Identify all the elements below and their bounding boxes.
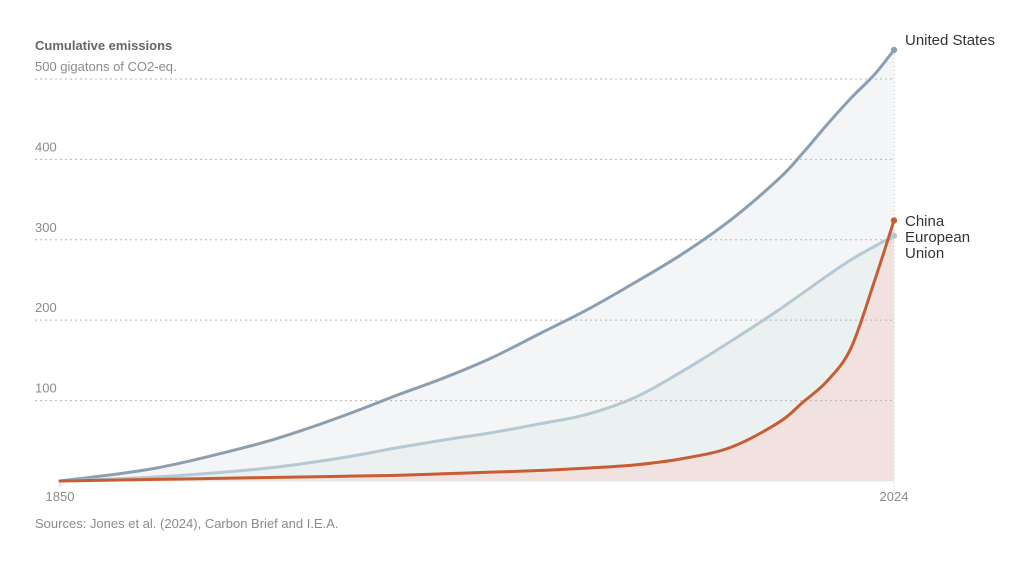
series-line-0 [58,48,896,483]
grid-lines [35,50,895,491]
series-label-1-0: European [905,229,970,246]
x-tick-label-1850: 1850 [46,489,75,504]
series-end-dot-0 [890,46,898,54]
chart-title: Cumulative emissions [35,38,172,53]
series-label-2-0: China [905,213,945,230]
series-fill-2 [60,220,894,481]
series-lines [58,46,898,483]
y-tick-label-500: 500 gigatons of CO2-eq. [35,59,177,74]
y-tick-label-400: 400 [35,139,57,154]
y-tick-label-300: 300 [35,220,57,235]
x-tick-label-2024: 2024 [880,489,909,504]
series-line-1 [58,234,896,483]
source-note: Sources: Jones et al. (2024), Carbon Bri… [35,516,339,531]
y-tick-label-200: 200 [35,300,57,315]
series-fills [60,50,894,481]
series-end-dot-1 [890,232,898,239]
series-end-dot-2 [890,217,898,224]
y-tick-label-100: 100 [35,381,57,396]
series-label-1-1: Union [905,245,944,262]
axis-ticks: 100 200 300 400 500 gigatons of CO2-eq. 1850 2… [35,59,908,504]
series-fill-1 [60,235,894,481]
series-line-2 [58,218,896,483]
series-label-0-0: United States [905,32,995,49]
